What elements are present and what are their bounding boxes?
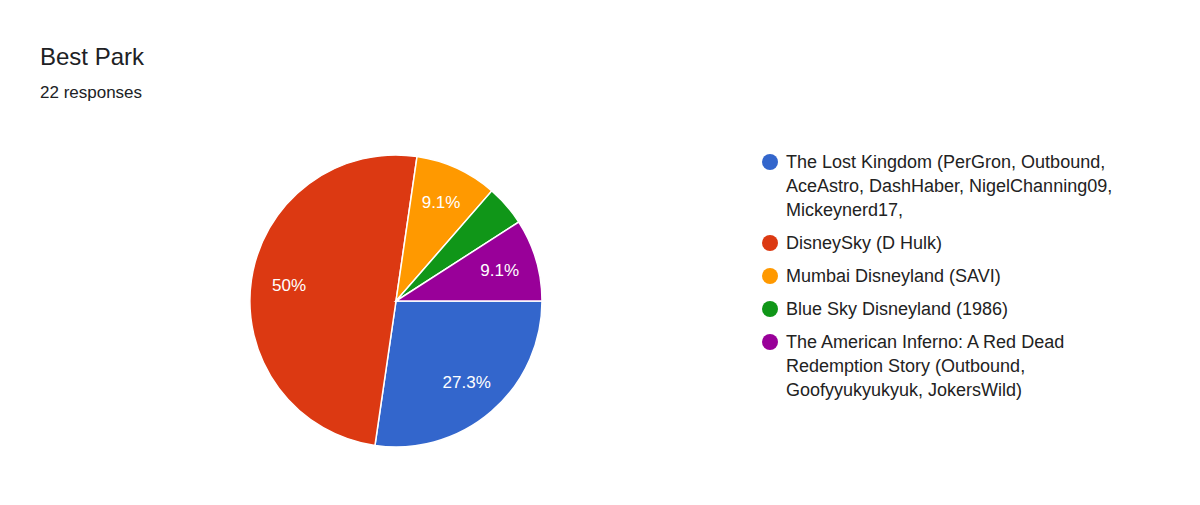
legend-label-line: Blue Sky Disneyland (1986) [786,299,1008,319]
legend-swatch [762,301,778,317]
data-label: 9.1% [480,261,519,280]
legend-label: The American Inferno: A Red Dead Redempti… [786,332,1064,400]
data-labels: 27.3% 50% 9.1% 9.1% [272,193,519,392]
slice [375,301,542,447]
legend-swatch [762,334,778,350]
legend-label: Mumbai Disneyland (SAVI) [786,266,1001,286]
legend-label-line: Redemption Story (Outbound, [786,356,1025,376]
legend: The Lost Kingdom (PerGron, Outbound, AceA… [762,152,1112,400]
legend-swatch [762,154,778,170]
legend-label: The Lost Kingdom (PerGron, Outbound, AceA… [786,152,1112,220]
legend-label-line: AceAstro, DashHaber, NigelChanning09, [786,176,1112,196]
legend-label-line: The American Inferno: A Red Dead [786,332,1064,352]
legend-label: Blue Sky Disneyland (1986) [786,299,1008,319]
slice [396,222,542,301]
chart: Best Park 22 responses 27.3% 50% 9.1% 9.1% The… [0,0,1200,505]
legend-label-line: Mumbai Disneyland (SAVI) [786,266,1001,286]
subtitle: 22 responses [40,83,142,102]
legend-swatch [762,235,778,251]
legend-label-line: The Lost Kingdom (PerGron, Outbound, [786,152,1105,172]
legend-swatch [762,268,778,284]
data-label: 50% [272,276,306,295]
data-label: 9.1% [422,193,461,212]
slice [250,155,417,445]
legend-label: DisneySky (D Hulk) [786,233,942,253]
legend-label-line: Mickeynerd17, [786,200,903,220]
legend-label-line: Goofyyukyukyuk, JokersWild) [786,380,1022,400]
data-label: 27.3% [443,373,491,392]
legend-label-line: DisneySky (D Hulk) [786,233,942,253]
title: Best Park [40,43,145,70]
pie [250,155,542,447]
